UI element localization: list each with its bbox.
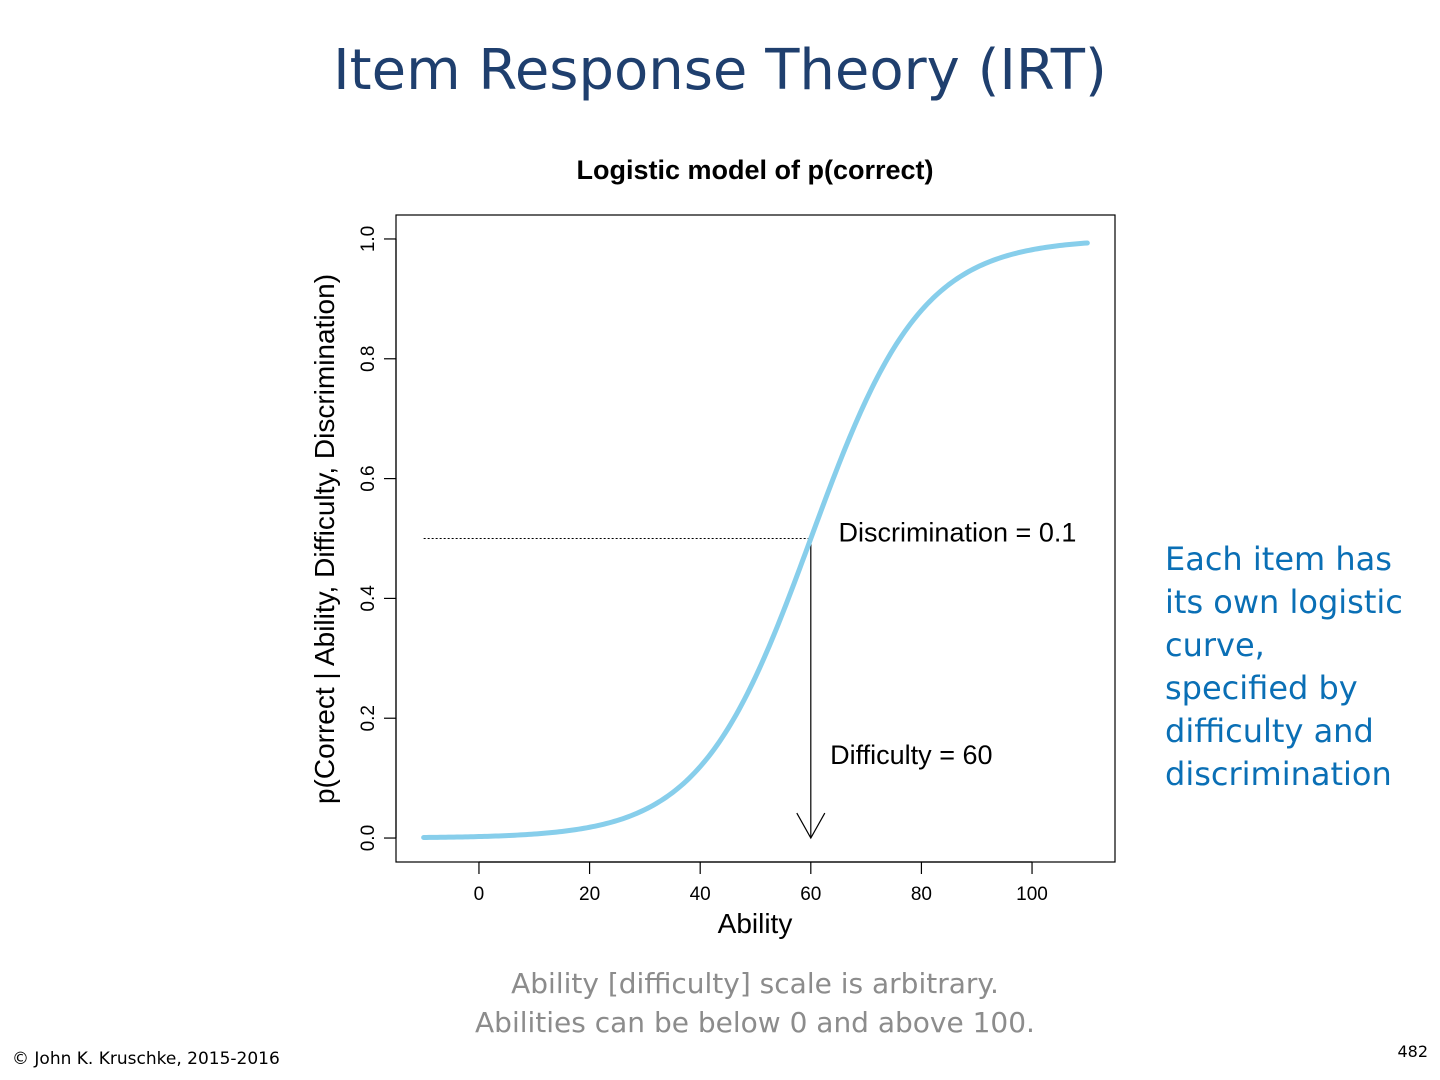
x-tick-label: 60 [800,884,821,905]
y-tick-label: 0.6 [358,465,379,491]
discrimination-annotation-value: 0.1 [1039,517,1077,547]
y-tick-label: 0.2 [358,705,379,731]
x-axis: 0 20 40 60 80 100 [474,861,1048,905]
side-note: Each item has its own logistic curve, sp… [1165,538,1435,796]
x-tick-label: 100 [1016,884,1048,905]
y-axis: 0.0 0.2 0.4 0.6 0.8 1.0 [358,226,397,851]
bottom-note-line: Ability [difficulty] scale is arbitrary. [511,967,999,1000]
side-note-line: curve, [1165,626,1265,664]
y-axis-label: p(Correct | Ability, Difficulty, Discrim… [309,274,340,804]
y-tick-label: 0.8 [358,346,379,372]
y-tick-label: 0.0 [358,825,379,851]
discrimination-annotation: Discrimination = 0.1 [838,517,1076,547]
copyright-notice: © John K. Kruschke, 2015-2016 [12,1049,280,1069]
side-note-line: specified by [1165,669,1358,707]
x-tick-label: 0 [474,884,485,905]
x-tick-label: 80 [911,884,932,905]
discrimination-annotation-label: Discrimination [838,517,1008,547]
difficulty-annotation-value: 60 [963,740,993,770]
x-tick-label: 20 [579,884,600,905]
discrimination-annotation-operator: = [1016,517,1032,547]
y-tick-label: 0.4 [358,585,379,612]
side-note-line: difficulty and [1165,712,1374,750]
bottom-note-line: Abilities can be below 0 and above 100. [475,1006,1035,1039]
x-axis-label: Ability [718,908,793,939]
bottom-note: Ability [difficulty] scale is arbitrary.… [0,964,1440,1042]
difficulty-annotation-operator: = [939,740,955,770]
difficulty-annotation-label: Difficulty [830,740,932,770]
y-tick-label: 1.0 [358,226,379,252]
difficulty-arrow-head [796,812,826,840]
side-note-line: Each item has [1165,540,1392,578]
chart-title: Logistic model of p(correct) [576,155,933,185]
page-number: 482 [1397,1042,1428,1061]
difficulty-annotation: Difficulty = 60 [830,740,992,770]
side-note-line: discrimination [1165,755,1392,793]
side-note-line: its own logistic [1165,583,1403,621]
x-tick-label: 40 [690,884,711,905]
slide-title: Item Response Theory (IRT) [333,38,1107,103]
logistic-curve [421,240,1090,840]
